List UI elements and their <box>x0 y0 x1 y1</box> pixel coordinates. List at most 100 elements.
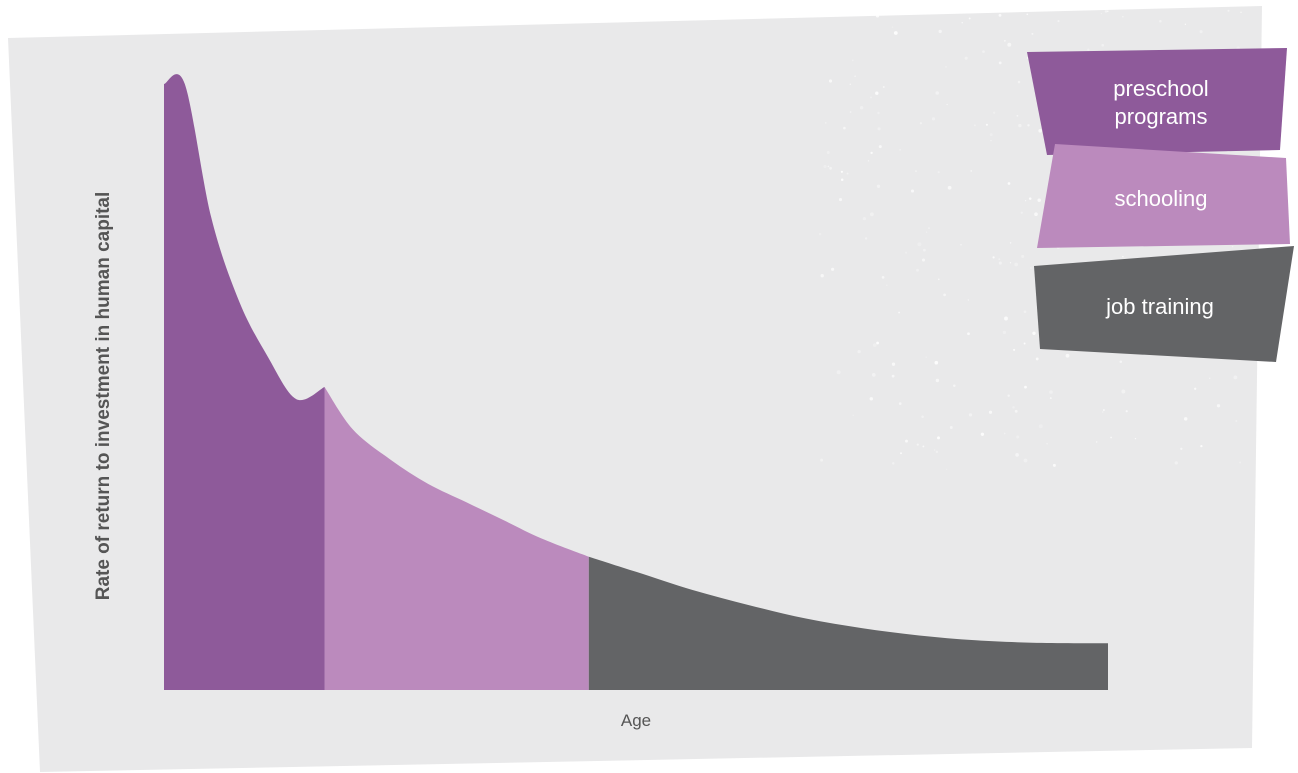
speckle-dot <box>949 426 953 429</box>
speckle-dot <box>898 402 902 405</box>
speckle-dot <box>1174 461 1178 465</box>
speckle-dot <box>916 443 919 446</box>
speckle-dot <box>1014 262 1019 267</box>
speckle-dot <box>899 149 901 151</box>
speckle-dot <box>1021 254 1025 258</box>
speckle-dot <box>1020 211 1023 214</box>
speckle-dot <box>1101 43 1104 47</box>
speckle-dot <box>1002 330 1007 335</box>
speckle-dot <box>961 22 963 24</box>
speckle-dot <box>931 117 936 121</box>
speckle-dot <box>1049 397 1052 400</box>
speckle-dot <box>898 311 901 314</box>
speckle-dot <box>1023 342 1026 345</box>
speckle-dot <box>867 160 870 162</box>
speckle-dot <box>1038 424 1043 429</box>
speckle-dot <box>1015 453 1019 457</box>
speckle-dot <box>820 458 824 462</box>
speckle-dot <box>1052 463 1056 467</box>
speckle-dot <box>1009 262 1012 264</box>
speckle-dot <box>1024 200 1027 202</box>
legend-label: schooling <box>1115 186 1208 211</box>
speckle-dot <box>1004 40 1006 42</box>
speckle-dot <box>925 231 928 233</box>
speckle-dot <box>843 126 846 130</box>
speckle-dot <box>1209 377 1211 379</box>
speckle-dot <box>864 237 868 240</box>
speckle-dot <box>945 66 947 68</box>
x-axis-title: Age <box>621 711 651 730</box>
speckle-dot <box>990 140 992 142</box>
speckle-dot <box>857 349 861 354</box>
speckle-dot <box>998 261 1002 265</box>
speckle-dot <box>1121 389 1126 394</box>
speckle-dot <box>1194 387 1197 390</box>
legend-swatch <box>1027 48 1287 155</box>
speckle-dot <box>1122 255 1124 258</box>
speckle-dot <box>891 374 895 378</box>
speckle-dot <box>1014 409 1018 413</box>
legend-label: job training <box>1105 294 1214 319</box>
speckle-dot <box>829 166 833 170</box>
speckle-dot <box>881 276 885 279</box>
speckle-dot <box>1119 360 1123 364</box>
speckle-dot <box>989 133 993 137</box>
speckle-dot <box>890 9 894 14</box>
speckle-dot <box>882 86 885 88</box>
speckle-dot <box>1199 30 1203 34</box>
speckle-dot <box>925 356 927 358</box>
speckle-dot <box>967 332 970 336</box>
speckle-dot <box>1016 114 1019 117</box>
speckle-dot <box>893 31 898 35</box>
speckle-dot <box>1100 12 1103 15</box>
speckle-dot <box>826 151 830 154</box>
speckle-dot <box>1038 128 1043 133</box>
legend-label: programs <box>1115 104 1208 129</box>
area-series-group <box>164 74 1108 690</box>
speckle-dot <box>964 56 968 60</box>
speckle-dot <box>828 79 833 83</box>
speckle-dot <box>946 103 948 106</box>
speckle-dot <box>1134 437 1137 440</box>
speckle-dot <box>1122 15 1124 18</box>
speckle-dot <box>1125 410 1128 413</box>
speckle-dot <box>1240 11 1242 14</box>
speckle-dot <box>934 449 936 451</box>
speckle-dot <box>905 251 908 254</box>
speckle-dot <box>1159 20 1162 23</box>
speckle-dot <box>1102 409 1105 411</box>
area-schooling <box>324 387 589 690</box>
speckle-dot <box>919 122 923 125</box>
speckle-dot <box>875 14 880 18</box>
speckle-dot <box>823 164 827 169</box>
speckle-dot <box>886 284 888 286</box>
speckle-dot <box>1028 197 1032 200</box>
speckle-dot <box>840 178 844 181</box>
speckle-dot <box>876 184 881 189</box>
speckle-dot <box>836 370 841 375</box>
speckle-dot <box>970 170 972 172</box>
speckle-dot <box>820 274 824 278</box>
speckle-dot <box>831 267 835 271</box>
speckle-dot <box>1032 331 1036 335</box>
speckle-dot <box>875 91 879 95</box>
speckle-dot <box>1180 447 1183 450</box>
speckle-dot <box>877 111 880 115</box>
speckle-dot <box>1007 182 1011 185</box>
speckle-dot <box>1023 458 1028 463</box>
speckle-dot <box>945 468 948 470</box>
speckle-dot <box>905 439 908 443</box>
speckle-dot <box>846 172 849 175</box>
speckle-dot <box>937 436 940 440</box>
speckle-dot <box>998 13 1002 17</box>
speckle-dot <box>922 445 925 448</box>
area-preschool-programs <box>164 74 325 690</box>
speckle-dot <box>921 258 926 262</box>
speckle-dot <box>1231 245 1234 248</box>
speckle-dot <box>871 373 876 377</box>
speckle-dot <box>870 151 873 155</box>
speckle-dot <box>968 413 973 417</box>
speckle-dot <box>1013 348 1016 351</box>
